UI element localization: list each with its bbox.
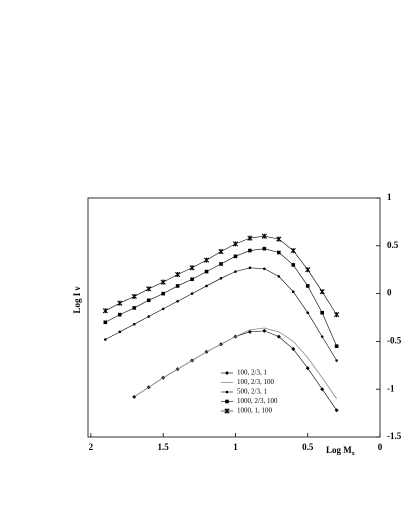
marker [225,390,229,394]
y-tick-label: -0.5 [387,335,402,345]
marker [248,266,252,270]
marker [233,254,238,259]
marker [132,322,136,326]
marker [262,246,267,251]
marker [104,338,107,341]
marker [305,366,310,371]
marker [305,284,310,288]
marker [334,344,339,348]
series-line [134,327,337,399]
marker [232,241,239,247]
x-tick-label: 0 [378,442,383,452]
marker [131,293,137,300]
marker [103,320,108,325]
y-axis-label: Log I ν [72,286,82,313]
y-tick-label: -1.5 [387,431,402,441]
y-tick-label: -1 [387,383,395,393]
marker [319,289,325,295]
y-tick-label: 1 [387,192,392,202]
marker [276,334,281,339]
x-tick-label: 1.5 [158,442,170,452]
marker [190,292,194,295]
marker [261,233,267,239]
x-tick-label: 2 [89,442,94,452]
marker [146,286,152,292]
marker [218,248,224,255]
marker [225,399,229,404]
marker [225,371,229,375]
x-axis-label: Log Mx [326,445,355,457]
series-line [105,235,337,315]
marker [320,335,324,338]
marker [320,310,324,315]
marker [203,257,210,263]
marker [334,408,339,413]
marker [290,247,296,254]
marker [176,299,179,303]
marker [102,308,108,314]
marker [247,235,253,241]
marker [117,300,123,306]
legend-label: 1000, 1, 100 [237,407,273,415]
marker [175,271,181,278]
marker [306,311,310,315]
marker [234,270,237,273]
marker [132,306,137,310]
y-tick-label: 0 [387,288,392,298]
marker [335,359,338,362]
legend-label: 100, 2/3, 100 [237,378,274,386]
marker [291,290,295,293]
marker [320,387,325,392]
marker [160,279,166,285]
x-axis-label-sub: x [352,451,355,457]
marker [277,275,281,278]
y-tick-label: 0.5 [387,240,399,250]
marker [161,307,165,311]
marker [205,284,208,288]
marker [204,269,209,274]
marker [118,312,122,317]
marker [146,298,151,303]
marker [219,262,223,266]
marker [305,267,311,273]
plot-frame [87,197,381,438]
marker [276,236,282,242]
marker [263,267,266,271]
marker [277,250,281,255]
series-line [134,330,337,411]
x-tick-label: 1 [233,442,238,452]
marker [189,265,195,271]
legend-label: 100, 2/3, 1 [237,369,267,377]
marker [147,315,151,318]
marker [224,408,230,414]
marker [291,263,296,267]
marker [262,328,267,333]
legend-label: 500, 2/3, 1 [237,388,267,396]
marker [219,277,223,280]
x-axis-label-main: Log M [326,445,352,455]
legend-label: 1000, 2/3, 100 [237,397,278,405]
marker [190,277,194,282]
marker [247,329,252,334]
marker [291,347,296,352]
marker [118,330,122,334]
series-line [105,267,337,361]
marker [161,291,165,296]
marker [175,284,180,288]
x-tick-label: 0.5 [302,442,314,452]
marker [248,248,252,253]
marker [334,312,340,318]
